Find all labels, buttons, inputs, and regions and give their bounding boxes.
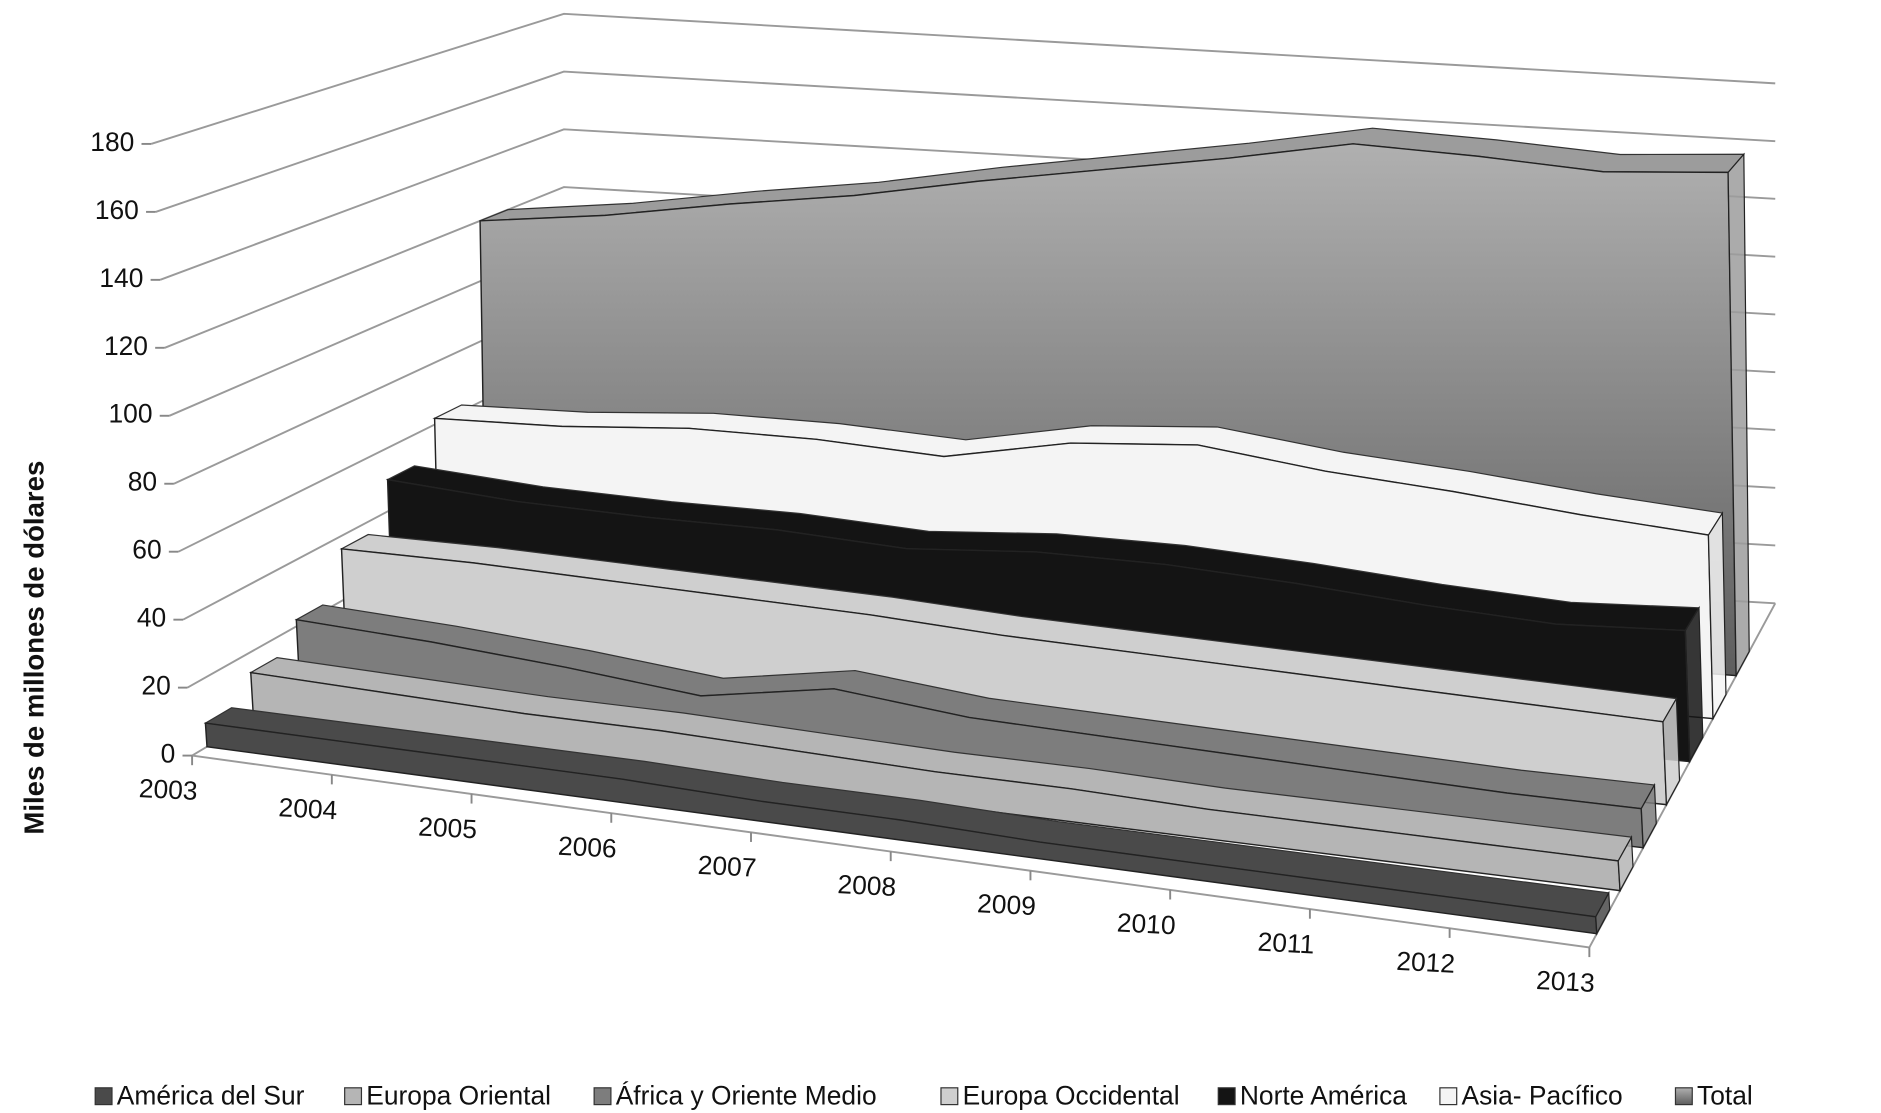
area-end-face	[1662, 696, 1681, 807]
x-tick-label: 2007	[697, 850, 757, 883]
series-area	[294, 604, 1657, 850]
y-tick-label: 140	[99, 263, 143, 293]
y-axis-title: Miles de millones de dólares	[18, 461, 49, 835]
x-tick-label: 2006	[557, 831, 617, 864]
legend-label: Norte América	[1240, 1080, 1407, 1110]
y-tick-label: 160	[95, 195, 139, 225]
legend-swatch	[1674, 1087, 1693, 1106]
x-tick-label: 2012	[1396, 946, 1456, 979]
legend-label: Europa Oriental	[366, 1080, 551, 1110]
legend-label: Total	[1697, 1080, 1753, 1110]
legend-swatch	[940, 1087, 959, 1106]
y-tick-label: 100	[109, 399, 153, 429]
area-end-face	[1617, 835, 1634, 893]
y-tick-label: 120	[104, 331, 148, 361]
y-tick-label: 40	[137, 603, 166, 633]
legend-label: América del Sur	[117, 1080, 305, 1110]
area-end-face	[1595, 890, 1611, 936]
legend-swatch	[1439, 1087, 1458, 1106]
series-area	[203, 707, 1611, 936]
area-end-face	[1684, 605, 1704, 764]
legend-swatch	[344, 1087, 363, 1106]
legend-label: África y Oriente Medio	[616, 1080, 877, 1110]
x-tick-label: 2008	[837, 869, 897, 902]
legend-swatch	[1217, 1087, 1236, 1106]
area-end-face	[1727, 152, 1750, 678]
x-tick-label: 2010	[1116, 907, 1176, 940]
legend-label: Europa Occidental	[963, 1080, 1180, 1110]
y-tick-label: 180	[90, 127, 134, 157]
y-tick-label: 20	[141, 671, 170, 701]
x-tick-label: 2004	[278, 792, 338, 825]
y-tick-label: 80	[128, 467, 157, 497]
x-tick-label: 2003	[138, 773, 198, 806]
legend-swatch	[94, 1087, 113, 1106]
y-tick-label: 60	[132, 535, 161, 565]
x-tick-label: 2013	[1535, 965, 1595, 998]
series-area	[248, 656, 1634, 893]
area-end-face	[1640, 782, 1657, 850]
grid-line	[155, 70, 1776, 213]
x-tick-label: 2009	[976, 888, 1036, 921]
grid-line	[150, 12, 1776, 145]
y-tick-label: 0	[161, 739, 176, 769]
legend-label: Asia- Pacífico	[1461, 1080, 1622, 1110]
series-area	[339, 533, 1681, 807]
area-end-face	[1707, 511, 1727, 721]
legend-swatch	[593, 1087, 612, 1106]
x-tick-label: 2011	[1257, 927, 1315, 960]
x-tick-label: 2005	[418, 811, 478, 844]
